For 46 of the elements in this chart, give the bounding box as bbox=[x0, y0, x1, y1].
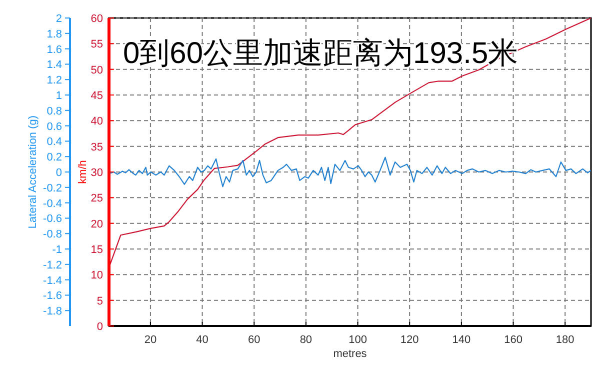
x-tick-label: 180 bbox=[556, 334, 574, 346]
x-tick-label: 60 bbox=[248, 334, 260, 346]
y2-tick-label: 1.4 bbox=[46, 59, 62, 72]
line-series bbox=[109, 156, 591, 188]
y2-tick-label: 1.8 bbox=[46, 28, 62, 40]
y-tick-label: 35 bbox=[90, 141, 103, 154]
y-tick-label: 5 bbox=[96, 295, 103, 308]
x-tick-label: 140 bbox=[452, 334, 471, 346]
y2-tick-label: 2 bbox=[56, 13, 62, 25]
y-tick-label: 0 bbox=[96, 321, 103, 333]
y2-tick-label: -1.4 bbox=[43, 274, 62, 287]
y2-tick-label: -1.8 bbox=[43, 306, 62, 318]
y2-tick-label: -0.4 bbox=[43, 198, 62, 210]
x-tick-label: 120 bbox=[400, 334, 419, 346]
x-tick-label: 100 bbox=[348, 334, 367, 346]
y2-tick-label: -1.2 bbox=[43, 259, 62, 272]
y-tick-label: 60 bbox=[90, 13, 103, 25]
y-tick-label: 40 bbox=[90, 116, 103, 128]
y-tick-label: 45 bbox=[90, 90, 103, 102]
y-tick-label: 30 bbox=[90, 167, 103, 179]
y2-tick-label: -0.2 bbox=[43, 182, 62, 194]
y-tick-label: 55 bbox=[90, 38, 103, 51]
y2-tick-label: 1.2 bbox=[46, 74, 62, 87]
x-tick-label: 20 bbox=[144, 334, 157, 346]
x-axis-title: metres bbox=[333, 348, 368, 360]
x-tick-label: 80 bbox=[300, 334, 312, 346]
y-tick-label: 10 bbox=[90, 270, 103, 282]
y2-tick-label: -0.8 bbox=[43, 228, 62, 241]
x-tick-label: 160 bbox=[504, 334, 522, 346]
x-tick-label: 40 bbox=[196, 334, 208, 346]
y2-tick-label: 1.6 bbox=[46, 44, 62, 56]
y2-tick-label: -1.6 bbox=[43, 290, 62, 302]
y-tick-label: 20 bbox=[90, 218, 103, 230]
y2-axis-title: Lateral Acceleration (g) bbox=[27, 115, 39, 229]
y2-tick-label: 0 bbox=[56, 167, 62, 179]
y2-tick-label: -0.6 bbox=[43, 213, 62, 226]
y2-tick-label: 1 bbox=[56, 90, 62, 102]
y2-tick-label: 0.4 bbox=[46, 136, 62, 148]
y2-tick-label: 0.8 bbox=[46, 105, 62, 118]
y2-tick-label: -1 bbox=[52, 244, 62, 256]
y-tick-label: 50 bbox=[90, 64, 103, 76]
y2-tick-label: 0.6 bbox=[46, 120, 62, 133]
y-tick-label: 15 bbox=[90, 244, 103, 256]
y-axis-title: km/h bbox=[77, 160, 89, 184]
y2-tick-label: 0.2 bbox=[46, 152, 62, 164]
y-tick-label: 25 bbox=[90, 192, 103, 205]
